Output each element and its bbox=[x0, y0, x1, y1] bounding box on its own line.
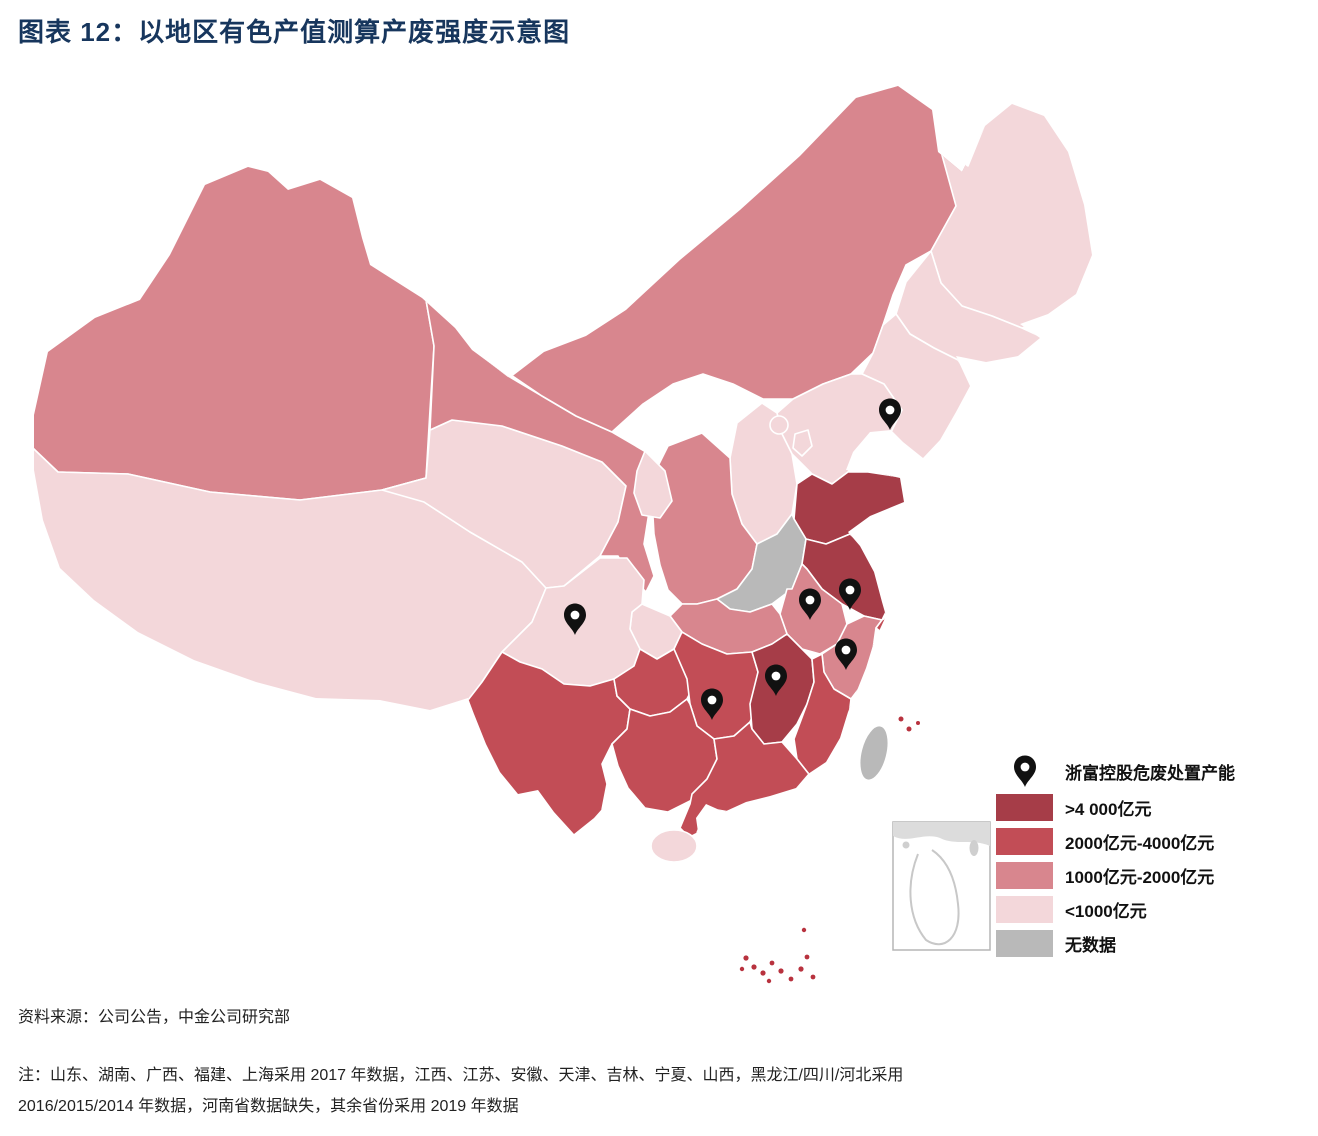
province-beijing bbox=[769, 415, 789, 435]
legend-swatch-2000to4000 bbox=[996, 828, 1053, 855]
pin-icon bbox=[996, 755, 1053, 788]
legend-row-1000to2000: 1000亿元-2000亿元 bbox=[996, 862, 1235, 889]
legend-row-lt1000: <1000亿元 bbox=[996, 896, 1235, 923]
legend-label-lt1000: <1000亿元 bbox=[1065, 902, 1147, 921]
legend-label-gt4000: >4 000亿元 bbox=[1065, 800, 1152, 819]
legend-row-2000to4000: 2000亿元-4000亿元 bbox=[996, 828, 1235, 855]
map-legend: 浙富控股危废处置产能 >4 000亿元 2000亿元-4000亿元 1000亿元… bbox=[996, 754, 1235, 964]
data-note: 注：山东、湖南、广西、福建、上海采用 2017 年数据，江西、江苏、安徽、天津、… bbox=[18, 1060, 903, 1122]
province-tianjin bbox=[792, 429, 813, 457]
legend-label-1000to2000: 1000亿元-2000亿元 bbox=[1065, 868, 1215, 887]
province-heilongjiang bbox=[930, 99, 1092, 329]
source-note: 资料来源：公司公告，中金公司研究部 bbox=[18, 1009, 291, 1026]
legend-row-gt4000: >4 000亿元 bbox=[996, 794, 1235, 821]
province-taiwan bbox=[858, 724, 890, 782]
province-shandong bbox=[793, 471, 913, 545]
legend-row-nodata: 无数据 bbox=[996, 930, 1235, 957]
province-xinjiang bbox=[34, 86, 435, 501]
data-note-line1: 注：山东、湖南、广西、福建、上海采用 2017 年数据，江西、江苏、安徽、天津、… bbox=[18, 1067, 904, 1084]
legend-swatch-1000to2000 bbox=[996, 862, 1053, 889]
legend-swatch-gt4000 bbox=[996, 794, 1053, 821]
legend-label-2000to4000: 2000亿元-4000亿元 bbox=[1065, 834, 1215, 853]
legend-label-nodata: 无数据 bbox=[1065, 936, 1116, 955]
south-china-sea-inset bbox=[892, 821, 991, 951]
legend-swatch-lt1000 bbox=[996, 896, 1053, 923]
legend-pin-label: 浙富控股危废处置产能 bbox=[1065, 763, 1235, 783]
legend-pin-row: 浙富控股危废处置产能 bbox=[996, 754, 1235, 788]
island-dots bbox=[739, 716, 920, 984]
province-ningxia bbox=[633, 450, 673, 519]
province-jiangxi bbox=[749, 633, 815, 745]
data-note-line2: 2016/2015/2014 年数据，河南省数据缺失，其余省份采用 2019 年… bbox=[18, 1098, 519, 1115]
province-hainan bbox=[650, 829, 698, 863]
legend-swatch-nodata bbox=[996, 930, 1053, 957]
figure-title: 图表 12：以地区有色产值测算产废强度示意图 bbox=[18, 17, 571, 47]
